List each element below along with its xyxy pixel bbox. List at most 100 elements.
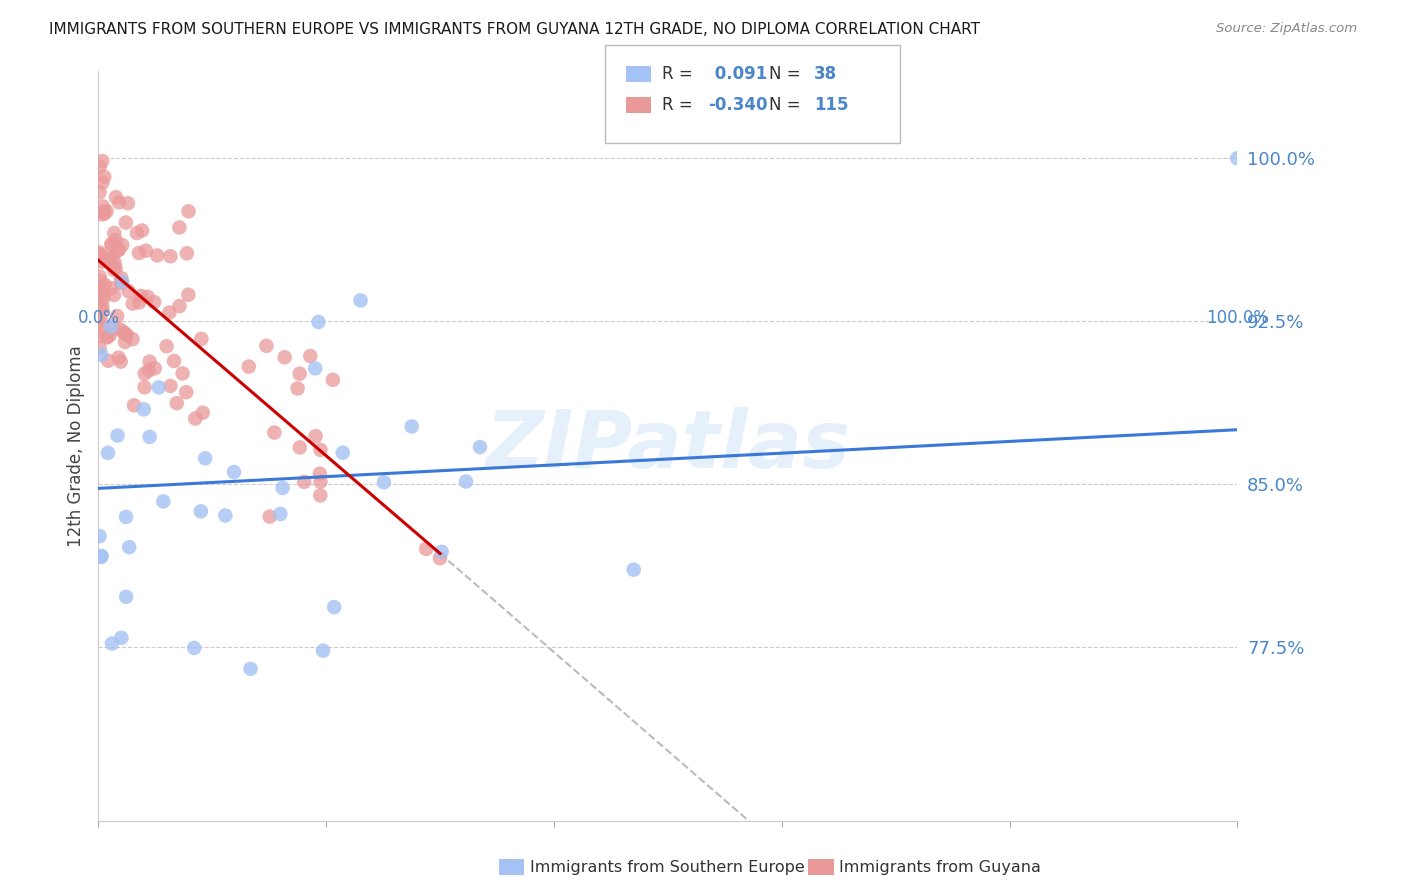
Point <box>429 551 451 566</box>
Point <box>309 467 332 481</box>
Point <box>309 488 332 502</box>
Point <box>96 330 118 344</box>
Point <box>138 430 160 444</box>
Point <box>98 327 121 342</box>
Point <box>131 223 153 237</box>
Point <box>101 636 124 650</box>
Point <box>100 281 122 295</box>
Point <box>183 640 205 655</box>
Point <box>93 204 115 219</box>
Point <box>190 332 212 346</box>
Text: Immigrants from Southern Europe: Immigrants from Southern Europe <box>530 860 804 874</box>
Point <box>89 186 111 200</box>
Point <box>110 631 132 645</box>
Point <box>239 662 262 676</box>
Point <box>103 288 125 302</box>
Point <box>322 373 344 387</box>
Point <box>89 247 111 261</box>
Point <box>309 475 332 489</box>
Point <box>152 494 174 508</box>
Point <box>93 206 115 220</box>
Point <box>100 237 122 252</box>
Point <box>91 176 114 190</box>
Point <box>138 354 160 368</box>
Point <box>110 276 132 290</box>
Point <box>288 367 311 381</box>
Point <box>90 549 112 564</box>
Point <box>143 361 166 376</box>
Point <box>110 271 132 285</box>
Point <box>90 348 112 362</box>
Point <box>104 261 127 276</box>
Point <box>157 305 180 319</box>
Point <box>118 540 141 554</box>
Point <box>93 169 115 184</box>
Point <box>323 600 346 615</box>
Point <box>163 354 186 368</box>
Point <box>254 339 277 353</box>
Point <box>166 396 188 410</box>
Point <box>172 367 194 381</box>
Point <box>108 243 131 257</box>
Point <box>134 380 156 394</box>
Point <box>89 329 111 343</box>
Point <box>415 541 437 556</box>
Text: N =: N = <box>769 65 806 83</box>
Point <box>93 291 115 305</box>
Point <box>89 301 111 316</box>
Point <box>401 419 423 434</box>
Point <box>259 509 281 524</box>
Point <box>117 196 139 211</box>
Point <box>191 406 214 420</box>
Point <box>304 361 326 376</box>
Point <box>101 320 124 334</box>
Point <box>108 195 131 210</box>
Point <box>177 287 200 301</box>
Text: IMMIGRANTS FROM SOUTHERN EUROPE VS IMMIGRANTS FROM GUYANA 12TH GRADE, NO DIPLOMA: IMMIGRANTS FROM SOUTHERN EUROPE VS IMMIG… <box>49 22 980 37</box>
Point <box>312 643 335 657</box>
Point <box>89 274 111 288</box>
Point <box>132 402 155 417</box>
Point <box>114 326 136 341</box>
Point <box>96 204 118 219</box>
Point <box>89 316 111 330</box>
Text: -0.340: -0.340 <box>709 96 768 114</box>
Point <box>184 411 207 425</box>
Point <box>115 328 138 343</box>
Point <box>169 220 191 235</box>
Point <box>194 451 217 466</box>
Point <box>91 207 114 221</box>
Point <box>104 256 127 270</box>
Point <box>91 298 114 312</box>
Point <box>177 204 200 219</box>
Point <box>103 226 125 240</box>
Point <box>273 351 295 365</box>
Point <box>299 349 322 363</box>
Point <box>373 475 395 490</box>
Point <box>155 339 177 353</box>
Point <box>129 289 152 303</box>
Point <box>89 245 111 260</box>
Point <box>159 249 181 263</box>
Point <box>96 330 118 344</box>
Point <box>91 199 114 213</box>
Point <box>111 275 134 289</box>
Text: ZIPatlas: ZIPatlas <box>485 407 851 485</box>
Point <box>107 351 129 365</box>
Point <box>143 295 166 310</box>
Text: Immigrants from Guyana: Immigrants from Guyana <box>839 860 1042 874</box>
Point <box>146 248 169 262</box>
Point <box>269 507 291 521</box>
Point <box>454 475 477 489</box>
Point <box>94 278 117 293</box>
Text: 115: 115 <box>814 96 849 114</box>
Point <box>128 295 150 310</box>
Point <box>97 353 120 368</box>
Text: Source: ZipAtlas.com: Source: ZipAtlas.com <box>1216 22 1357 36</box>
Point <box>112 325 135 339</box>
Point <box>107 244 129 258</box>
Point <box>128 246 150 260</box>
Point <box>190 504 212 518</box>
Text: R =: R = <box>662 96 699 114</box>
Text: R =: R = <box>662 65 699 83</box>
